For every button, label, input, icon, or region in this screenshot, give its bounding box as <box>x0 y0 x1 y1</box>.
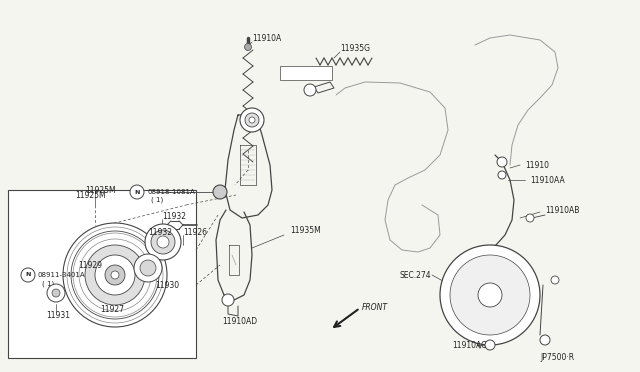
Circle shape <box>145 224 181 260</box>
Circle shape <box>526 214 534 222</box>
Bar <box>280 66 332 80</box>
Circle shape <box>540 335 550 345</box>
Text: 11932: 11932 <box>162 212 186 221</box>
Circle shape <box>47 284 65 302</box>
Circle shape <box>245 113 259 127</box>
Text: 11910AB: 11910AB <box>545 205 579 215</box>
Text: 11910A: 11910A <box>252 33 281 42</box>
Circle shape <box>222 294 234 306</box>
Circle shape <box>52 289 60 297</box>
Text: 11929: 11929 <box>78 260 102 269</box>
Text: FRONT: FRONT <box>362 304 388 312</box>
Circle shape <box>478 283 502 307</box>
Circle shape <box>134 254 162 282</box>
Text: SEC.274: SEC.274 <box>400 270 431 279</box>
Circle shape <box>85 245 145 305</box>
Circle shape <box>249 117 255 123</box>
Text: SEC.230: SEC.230 <box>283 70 315 78</box>
Text: 11910AD: 11910AD <box>222 317 257 327</box>
Text: 11910AC: 11910AC <box>452 340 486 350</box>
Circle shape <box>213 185 227 199</box>
Text: 11931: 11931 <box>46 311 70 320</box>
Text: N: N <box>26 273 31 278</box>
Circle shape <box>244 44 252 51</box>
Circle shape <box>71 231 159 319</box>
Circle shape <box>440 245 540 345</box>
Circle shape <box>485 340 495 350</box>
Circle shape <box>240 108 264 132</box>
Text: 11925M: 11925M <box>75 190 106 199</box>
Circle shape <box>111 271 119 279</box>
Text: 11935M: 11935M <box>290 225 321 234</box>
Text: 11926: 11926 <box>183 228 207 237</box>
Text: 11927: 11927 <box>100 305 124 314</box>
Text: ( 1): ( 1) <box>42 281 54 287</box>
Text: JP7500·R: JP7500·R <box>540 353 574 362</box>
Circle shape <box>21 268 35 282</box>
Text: 11910AA: 11910AA <box>530 176 564 185</box>
Circle shape <box>497 157 507 167</box>
Circle shape <box>130 185 144 199</box>
Circle shape <box>304 84 316 96</box>
Text: ( 1): ( 1) <box>151 197 163 203</box>
Bar <box>8 190 196 358</box>
Circle shape <box>63 223 167 327</box>
Text: 11930: 11930 <box>155 280 179 289</box>
Text: 11932: 11932 <box>148 228 172 237</box>
Circle shape <box>140 260 156 276</box>
Circle shape <box>450 255 530 335</box>
Text: 08911-3401A: 08911-3401A <box>38 272 86 278</box>
Circle shape <box>157 236 169 248</box>
Circle shape <box>498 171 506 179</box>
Circle shape <box>105 265 125 285</box>
Circle shape <box>551 276 559 284</box>
Text: 11910: 11910 <box>525 160 549 170</box>
Circle shape <box>95 255 135 295</box>
Text: 11925M: 11925M <box>85 186 116 195</box>
Text: 08918-1081A: 08918-1081A <box>147 189 195 195</box>
Text: 11935G: 11935G <box>340 44 370 52</box>
Circle shape <box>151 230 175 254</box>
Text: N: N <box>134 189 140 195</box>
